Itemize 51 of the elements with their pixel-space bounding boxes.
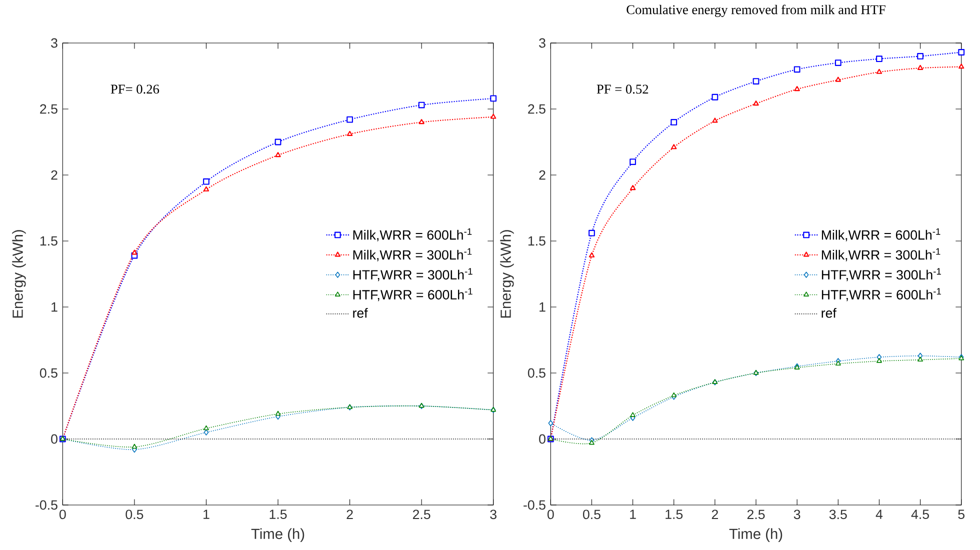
legend-label: ref (822, 308, 836, 318)
x-tick-label: 1.5 (270, 510, 287, 520)
x-tick-label: 2 (346, 510, 353, 520)
x-tick-label: 2.5 (747, 510, 765, 520)
x-tick-label: 0 (547, 510, 554, 520)
legend-label: Milk,WRR = 300Lh$^{-1}$ (353, 248, 472, 262)
y-tick-label: -0.5 (36, 500, 58, 510)
x-tick-label: 3 (490, 510, 496, 520)
annotation: PF= 0.26 (110, 84, 160, 94)
chart-title: Comulative energy removed from milk and HTF (626, 4, 886, 17)
x-tick-label: 2 (712, 510, 718, 520)
y-tick-label: 2.5 (40, 104, 58, 114)
y-tick-label: -0.5 (524, 500, 546, 510)
y-tick-label: 3 (539, 38, 546, 48)
y-tick-label: 1 (540, 302, 546, 312)
x-tick-label: 4 (876, 510, 883, 519)
legend-label: HTF,WRR = 300Lh$^{-1}$ (353, 268, 472, 282)
y-tick-label: 3 (51, 38, 58, 48)
x-tick-label: 1.5 (666, 510, 683, 520)
legend-label: Milk,WRR = 300Lh$^{-1}$ (822, 248, 940, 262)
y-tick-label: 2 (51, 170, 58, 180)
y-axis-title: Energy (kWh) (500, 230, 514, 318)
y-tick-label: 2 (539, 170, 546, 180)
x-tick-label: 4.5 (911, 510, 929, 520)
y-axis-title: Energy (kWh) (12, 230, 26, 318)
x-tick-label: 5 (958, 510, 964, 520)
y-tick-label: 2.5 (528, 104, 546, 114)
x-axis-title: Time (h) (729, 528, 782, 542)
x-tick-label: 2.5 (412, 510, 430, 520)
legend-label: Milk,WRR = 600Lh$^{-1}$ (822, 228, 940, 242)
legend-label: HTF,WRR = 600Lh$^{-1}$ (353, 288, 472, 302)
y-tick-label: 0 (539, 434, 546, 444)
y-tick-label: 1.5 (528, 236, 546, 246)
x-tick-label: 0.5 (582, 510, 600, 520)
legend-label: HTF,WRR = 300Lh$^{-1}$ (822, 268, 941, 282)
x-tick-label: 3 (794, 510, 800, 520)
x-tick-label: 3.5 (829, 510, 847, 520)
y-tick-label: 1 (52, 302, 58, 312)
y-tick-label: 1.5 (40, 236, 58, 246)
y-tick-label: 0.5 (528, 368, 546, 378)
annotation: PF = 0.52 (596, 84, 648, 94)
legend-label: ref (353, 308, 368, 318)
x-tick-label: 0.5 (126, 510, 144, 520)
y-tick-label: 0.5 (40, 368, 58, 378)
x-tick-label: 1 (630, 510, 636, 519)
x-tick-label: 0 (59, 510, 66, 520)
legend-label: HTF,WRR = 600Lh$^{-1}$ (822, 288, 941, 302)
x-tick-label: 1 (204, 510, 210, 519)
legend-label: Milk,WRR = 600Lh$^{-1}$ (353, 228, 472, 242)
x-axis-title: Time (h) (251, 528, 304, 542)
y-tick-label: 0 (51, 434, 58, 444)
